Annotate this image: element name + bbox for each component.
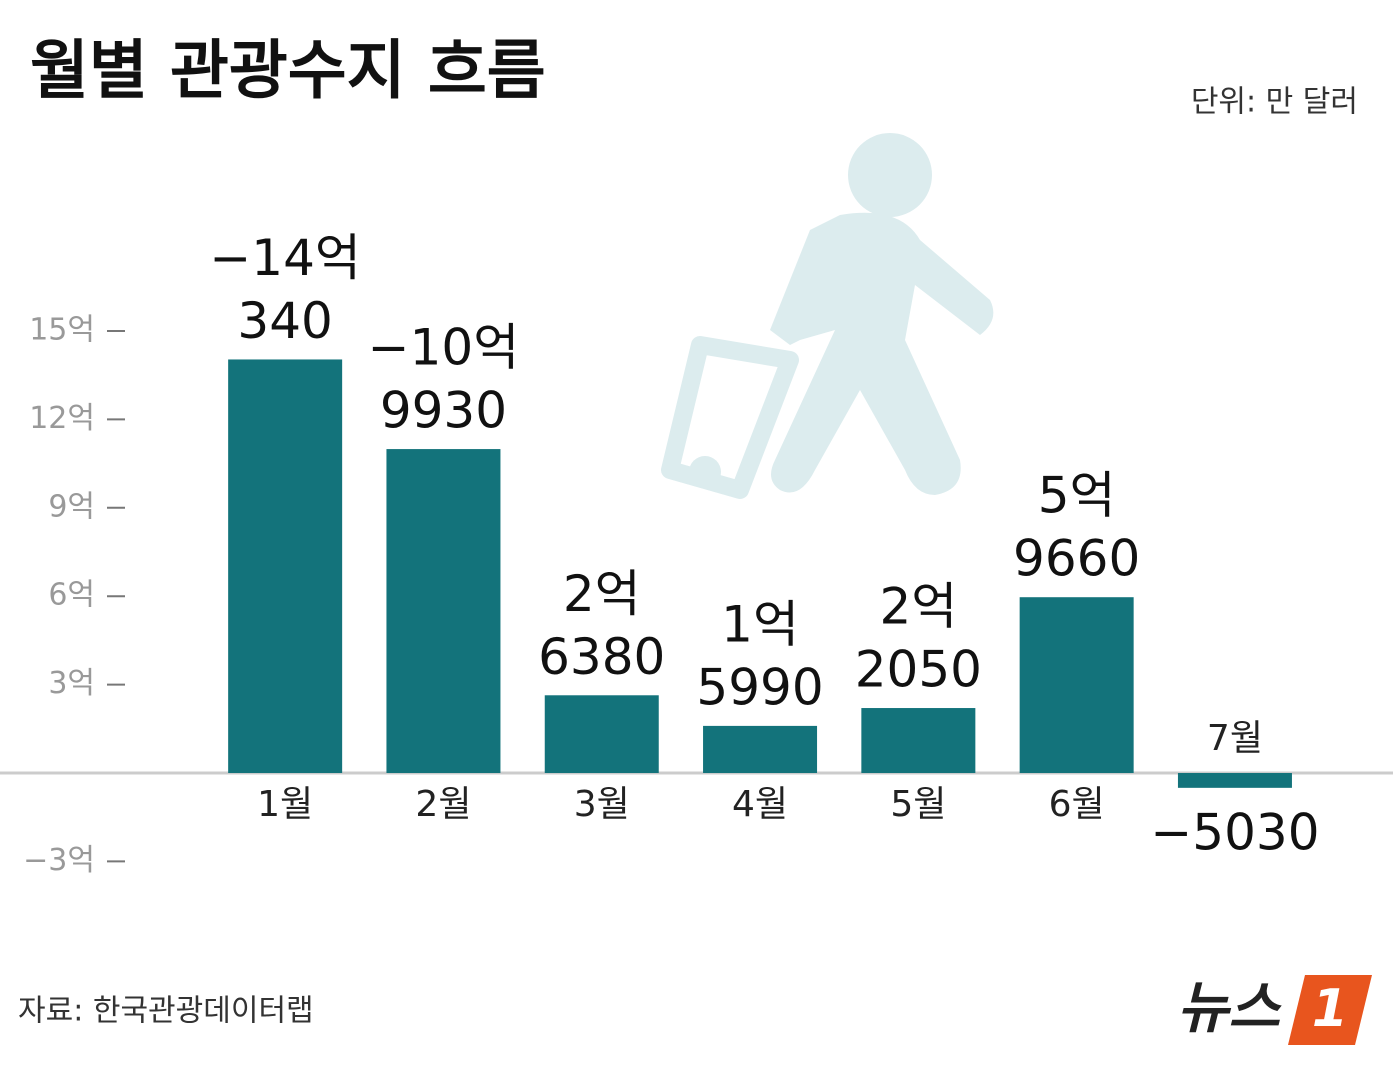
y-tick-label: 3억 [48, 666, 95, 701]
value-label: −5030 [1150, 803, 1319, 861]
bar [703, 725, 818, 774]
x-tick-label: 4월 [732, 784, 788, 825]
value-label: 9660 [1013, 530, 1140, 588]
source-label: 자료: 한국관광데이터랩 [18, 994, 314, 1029]
value-label: −14억 [209, 229, 361, 287]
value-label: 2050 [855, 641, 982, 699]
value-label: 5990 [696, 658, 823, 716]
bar [544, 695, 659, 774]
value-label: 2억 [879, 578, 957, 636]
bar [1019, 597, 1134, 774]
y-tick-label: 12억 [29, 401, 95, 436]
logo-mark [1288, 975, 1372, 1045]
y-tick-label: 6억 [48, 578, 95, 613]
y-tick-label: 15억 [29, 312, 95, 347]
y-tick-label: −3억 [23, 843, 95, 878]
traveler-illustration [661, 133, 994, 499]
bar [386, 449, 501, 774]
x-tick-label: 3월 [574, 784, 630, 825]
value-label: 9930 [380, 382, 507, 440]
value-label: 1억 [721, 595, 799, 653]
bar [861, 708, 976, 774]
value-label: −10억 [368, 319, 520, 377]
bar [1177, 773, 1292, 788]
x-tick-label: 6월 [1049, 784, 1105, 825]
chart-title: 월별 관광수지 흐름 [30, 35, 546, 109]
x-tick-label: 1월 [257, 784, 313, 825]
logo-text: 뉴스 [1177, 976, 1283, 1041]
value-label: 5억 [1038, 467, 1116, 525]
value-label: 340 [237, 292, 332, 350]
x-tick-label: 2월 [415, 784, 471, 825]
bar [228, 359, 343, 774]
logo-mark-text: 1 [1312, 979, 1348, 1039]
x-tick-label: 7월 [1207, 718, 1263, 759]
value-label: 6380 [538, 628, 665, 686]
x-tick-label: 5월 [890, 784, 946, 825]
unit-label: 단위: 만 달러 [1191, 85, 1358, 120]
y-tick-label: 9억 [48, 489, 95, 524]
value-label: 2억 [563, 565, 641, 623]
